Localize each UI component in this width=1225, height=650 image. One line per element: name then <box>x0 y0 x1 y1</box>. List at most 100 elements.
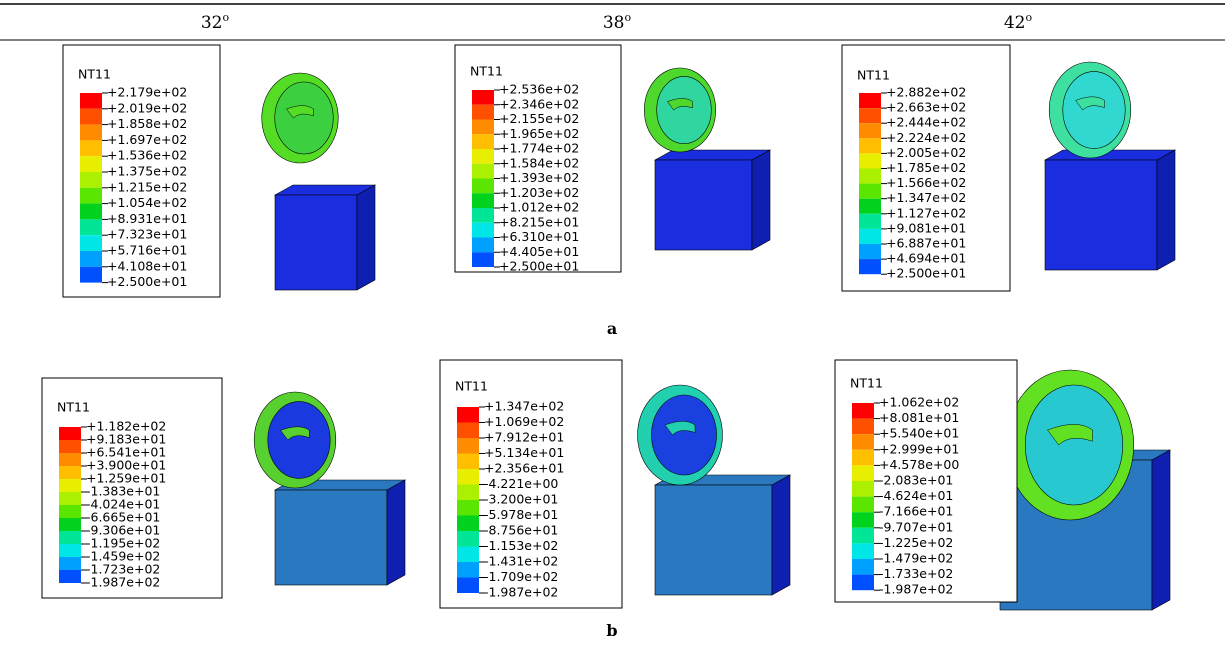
legend-label: +1.054e+02 <box>107 195 187 210</box>
color-swatch <box>472 208 494 223</box>
color-swatch <box>859 138 881 153</box>
ring-inner <box>1063 72 1125 149</box>
color-swatch <box>859 259 881 274</box>
color-swatch <box>852 559 874 575</box>
color-swatch <box>59 557 81 570</box>
color-swatch <box>59 466 81 479</box>
color-swatch <box>80 267 102 283</box>
legend-label: +1.697e+02 <box>107 132 187 147</box>
legend-label: +2.500e+01 <box>886 266 966 281</box>
color-swatch <box>457 485 479 501</box>
color-swatch <box>457 500 479 516</box>
legend-label: +4.694e+01 <box>886 251 966 266</box>
legend-label: -9.707e+01 <box>879 519 953 534</box>
legend-title: NT11 <box>455 379 488 394</box>
color-swatch <box>457 562 479 578</box>
legend-label: +2.500e+01 <box>107 274 187 289</box>
legend-label: +1.774e+02 <box>499 141 579 156</box>
legend-label: +2.155e+02 <box>499 111 579 126</box>
color-swatch <box>472 238 494 253</box>
color-swatch <box>852 497 874 513</box>
legend-label: +7.912e+01 <box>484 430 564 445</box>
color-swatch <box>472 149 494 164</box>
color-swatch <box>852 512 874 528</box>
color-swatch <box>80 219 102 235</box>
legend-label: +2.346e+02 <box>499 96 579 111</box>
legend-label: +1.375e+02 <box>107 164 187 179</box>
color-swatch <box>457 438 479 454</box>
color-swatch <box>859 229 881 244</box>
unit: o <box>1026 11 1033 24</box>
color-swatch <box>472 223 494 238</box>
figure: 32o 38o 42o a b NT11+2.179e+02+2.019e+02… <box>0 0 1225 650</box>
block-side <box>1152 450 1170 610</box>
legend-label: +1.566e+02 <box>886 175 966 190</box>
legend-label: +1.347e+02 <box>484 399 564 414</box>
angle: 42 <box>1004 13 1026 33</box>
color-swatch <box>859 153 881 168</box>
legend-label: -1.225e+02 <box>879 535 953 550</box>
legend-label: +2.882e+02 <box>886 85 966 100</box>
legend-label: +2.179e+02 <box>107 85 187 100</box>
block-side <box>772 475 790 595</box>
ring-inner <box>652 395 717 475</box>
legend-label: +2.663e+02 <box>886 100 966 115</box>
color-swatch <box>80 172 102 188</box>
legend-label: +1.965e+02 <box>499 126 579 141</box>
legend-label: -1.733e+02 <box>879 566 953 581</box>
color-swatch <box>59 427 81 440</box>
legend-label: +2.019e+02 <box>107 100 187 115</box>
legend-label: -2.083e+01 <box>879 473 953 488</box>
legend-label: +2.999e+01 <box>879 441 959 456</box>
legend-label: +1.012e+02 <box>499 200 579 215</box>
legend-label: +1.203e+02 <box>499 185 579 200</box>
color-swatch <box>80 188 102 204</box>
color-swatch <box>859 214 881 229</box>
color-swatch <box>472 134 494 149</box>
color-swatch <box>457 469 479 485</box>
color-swatch <box>59 518 81 531</box>
legend-label: +8.215e+01 <box>499 214 579 229</box>
column-header: 42o <box>1004 11 1033 33</box>
ring-inner <box>1025 385 1123 505</box>
legend-label: +1.393e+02 <box>499 170 579 185</box>
color-swatch <box>80 156 102 172</box>
color-swatch <box>852 403 874 419</box>
ring-inner <box>268 402 330 479</box>
legend-title: NT11 <box>857 68 890 83</box>
legend-label: +5.540e+01 <box>879 426 959 441</box>
legend-label: -1.987e+02 <box>879 582 953 597</box>
ring-inner <box>657 76 712 143</box>
legend-title: NT11 <box>470 64 503 79</box>
legend-label: -4.221e+00 <box>484 476 558 491</box>
block <box>1045 160 1157 270</box>
row-label: a <box>607 319 617 338</box>
legend-label: +8.081e+01 <box>879 410 959 425</box>
legend-label: +2.224e+02 <box>886 130 966 145</box>
legend-label: -1.431e+02 <box>484 554 558 569</box>
legend-label: +4.405e+01 <box>499 244 579 259</box>
color-swatch <box>852 543 874 559</box>
unit: o <box>625 11 632 24</box>
color-swatch <box>59 544 81 557</box>
color-swatch <box>80 140 102 156</box>
legend-label: +4.108e+01 <box>107 258 187 273</box>
color-swatch <box>59 492 81 505</box>
color-swatch <box>59 570 81 583</box>
color-swatch <box>472 90 494 105</box>
color-swatch <box>457 516 479 532</box>
legend-label: +4.578e+00 <box>879 457 959 472</box>
legend-label: +2.005e+02 <box>886 145 966 160</box>
legend-label: +9.081e+01 <box>886 220 966 235</box>
color-swatch <box>852 419 874 435</box>
color-swatch <box>852 434 874 450</box>
color-swatch <box>472 120 494 135</box>
legend-label: +5.716e+01 <box>107 243 187 258</box>
legend-label: -8.756e+01 <box>484 523 558 538</box>
legend-title: NT11 <box>78 67 111 82</box>
legend-title: NT11 <box>57 400 90 415</box>
color-swatch <box>59 453 81 466</box>
color-swatch <box>852 575 874 591</box>
legend-label: +1.062e+02 <box>879 395 959 410</box>
legend-label: +2.356e+01 <box>484 461 564 476</box>
